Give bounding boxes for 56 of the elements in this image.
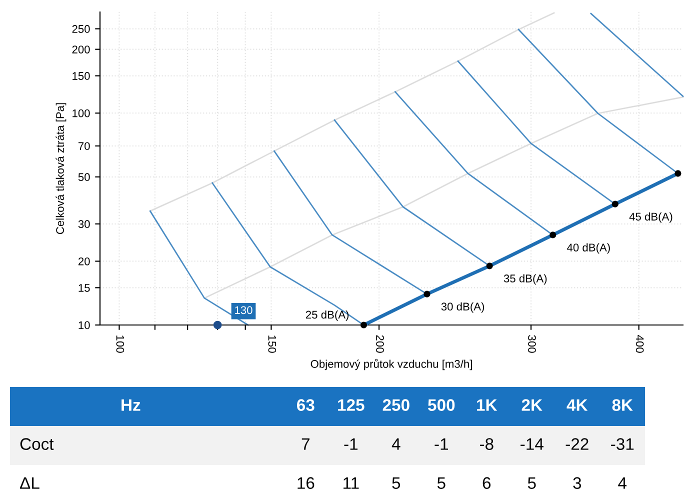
x-tick-label: 200: [376, 335, 384, 353]
annotation: 130: [235, 306, 252, 314]
text: ΔL: [20, 477, 40, 489]
y-tick-label: 30: [78, 220, 90, 228]
category-label: 63: [297, 399, 314, 411]
category-label: 8K: [612, 399, 633, 411]
point: [550, 232, 556, 238]
point: [360, 322, 368, 328]
y-tick-label: 15: [78, 284, 90, 292]
x-tick-label: 300: [528, 335, 536, 353]
y-tick-label: 10: [78, 321, 90, 330]
y-axis-title: Celková tlaková ztráta [Pa]: [56, 103, 66, 234]
data-label: 6: [482, 477, 491, 489]
data-label: 5: [528, 477, 536, 489]
data-label: 16: [298, 477, 314, 489]
data-label: -8: [480, 438, 494, 450]
category-label: 1K: [477, 399, 498, 411]
data-label: -22: [566, 438, 588, 450]
annotation: 25 dB(A): [306, 310, 349, 321]
x-axis-title: Objemový průtok vzduchu [m3/h]: [310, 358, 472, 370]
annotation: 30 dB(A): [441, 302, 484, 313]
y-tick-label: 70: [78, 142, 90, 150]
data-label: -1: [344, 438, 358, 450]
point: [486, 262, 493, 270]
category-label: 500: [428, 399, 455, 411]
annotation: 35 dB(A): [504, 274, 547, 285]
y-tick-label: 250: [72, 25, 90, 33]
annotation: 45 dB(A): [629, 212, 672, 223]
text: Hz: [122, 399, 140, 411]
y-tick-label: 150: [72, 72, 90, 80]
data-label: -31: [611, 438, 634, 450]
data-label: 5: [437, 477, 446, 489]
data-label: 11: [344, 477, 359, 489]
data-label: 5: [392, 477, 400, 489]
series-label: Coct: [20, 438, 54, 450]
point: [612, 200, 618, 208]
y-tick-label: 50: [78, 173, 90, 182]
x-tick-label: 100: [116, 336, 124, 353]
data-label: 4: [618, 477, 627, 489]
y-tick-label: 200: [72, 46, 90, 54]
category-label: 2K: [522, 399, 542, 411]
category-label: 250: [382, 399, 410, 411]
data-label: 4: [392, 438, 400, 450]
x-tick-label: 400: [636, 334, 644, 353]
data-label: -14: [520, 438, 544, 450]
data-label: 3: [573, 477, 582, 489]
data-label: 7: [302, 438, 310, 450]
y-tick-label: 20: [78, 257, 90, 266]
y-tick-label: 100: [72, 109, 90, 118]
point: [674, 170, 682, 177]
annotation: 40 dB(A): [567, 243, 610, 254]
category-label: 125: [338, 399, 364, 411]
data-label: -1: [434, 438, 448, 450]
x-tick-label: 150: [268, 336, 276, 353]
category-label: 4K: [566, 399, 588, 411]
point: [424, 290, 430, 298]
